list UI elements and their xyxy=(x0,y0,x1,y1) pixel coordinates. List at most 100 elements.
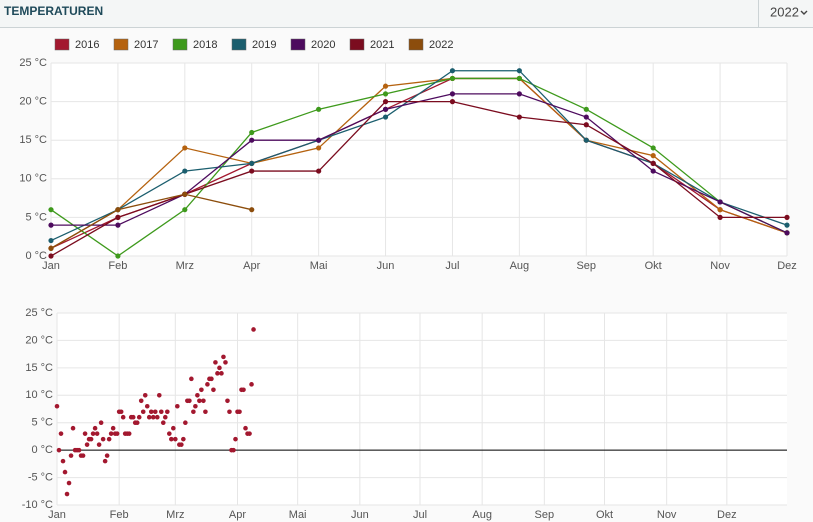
scatter-point xyxy=(60,458,66,464)
scatter-point xyxy=(114,431,120,436)
x-tick-label: Jan xyxy=(42,260,60,272)
scatter-point xyxy=(142,392,148,398)
series-point xyxy=(382,99,389,105)
scatter-point xyxy=(167,431,172,436)
scatter-point xyxy=(134,420,140,426)
scatter-point xyxy=(243,425,248,431)
x-tick-label: Mrz xyxy=(166,509,184,521)
dropdown-chevron[interactable] xyxy=(800,10,808,15)
scatter-point xyxy=(203,409,208,415)
scatter-point xyxy=(148,409,154,415)
scatter-point xyxy=(219,371,224,376)
legend-label: 2018 xyxy=(193,39,217,51)
series-point xyxy=(583,106,589,112)
year-dropdown[interactable]: 2022 xyxy=(770,4,799,19)
x-tick-label: Mai xyxy=(289,509,307,521)
scatter-point xyxy=(150,414,156,420)
series-line xyxy=(50,70,788,242)
series-point xyxy=(583,122,589,128)
series-line xyxy=(50,193,252,249)
scatter-point xyxy=(146,414,152,420)
y-tick-label: 25 °C xyxy=(19,57,47,69)
series-point xyxy=(48,245,54,251)
scatter-point xyxy=(80,453,86,458)
series-point xyxy=(650,168,656,174)
scatter-point xyxy=(199,387,204,393)
scatter-point xyxy=(187,398,192,404)
scatter-point xyxy=(233,436,238,442)
y-tick-label: 10 °C xyxy=(19,173,47,185)
x-tick-label: Dez xyxy=(777,260,797,272)
scatter-point xyxy=(76,447,82,453)
scatter-point xyxy=(110,425,116,431)
x-tick-label: Jul xyxy=(445,260,459,272)
scatter-point xyxy=(144,403,150,409)
series-point xyxy=(182,207,188,213)
scatter-point xyxy=(58,431,64,436)
x-tick-label: Jan xyxy=(48,509,66,521)
y-tick-label: 20 °C xyxy=(19,96,47,108)
y-tick-label: 0 °C xyxy=(31,444,53,456)
series-line xyxy=(50,100,787,257)
legend-swatch xyxy=(290,38,306,51)
x-tick-label: Mai xyxy=(310,260,328,272)
scatter-point xyxy=(205,382,210,387)
scatter-point xyxy=(241,387,246,393)
legend-label: 2020 xyxy=(311,39,335,51)
series-point xyxy=(115,222,121,228)
y-tick-label: 5 °C xyxy=(25,211,47,223)
scatter-point xyxy=(64,491,70,497)
legend-label: 2019 xyxy=(252,39,276,51)
scatter-point xyxy=(154,414,160,420)
series-point xyxy=(650,145,656,151)
series-point xyxy=(48,253,54,259)
scatter-point xyxy=(223,360,228,365)
scatter-point xyxy=(98,420,104,426)
series-point xyxy=(182,191,188,197)
scatter-point xyxy=(82,431,88,436)
series-point xyxy=(182,145,188,151)
scatter-point xyxy=(136,414,142,420)
series-point xyxy=(516,68,522,74)
x-tick-label: Jul xyxy=(413,509,427,521)
scatter-point xyxy=(171,425,176,431)
legend-label: 2017 xyxy=(134,39,158,51)
series-point xyxy=(717,214,723,220)
legend-swatch xyxy=(408,38,424,51)
series-line xyxy=(50,77,788,249)
scatter-point xyxy=(181,436,186,442)
scatter-point xyxy=(66,480,72,486)
series-point xyxy=(48,207,54,213)
scatter-point xyxy=(62,469,68,475)
scatter-point xyxy=(175,403,180,409)
x-tick-label: Dez xyxy=(717,509,737,521)
y-tick-label: 0 °C xyxy=(25,250,47,262)
series-point xyxy=(650,160,656,166)
series-point xyxy=(583,114,589,120)
x-tick-label: Apr xyxy=(229,509,246,521)
series-point xyxy=(650,153,656,159)
x-tick-label: Nov xyxy=(657,509,677,521)
series-point xyxy=(249,129,255,136)
scatter-point xyxy=(158,409,164,415)
scatter-point xyxy=(118,409,124,415)
scatter-point xyxy=(88,436,94,442)
scatter-point xyxy=(160,420,166,426)
scatter-point xyxy=(247,431,252,436)
legend-swatch xyxy=(113,38,129,51)
scatter-point xyxy=(221,354,226,360)
series-point xyxy=(249,168,255,174)
x-tick-label: Okt xyxy=(645,260,662,272)
scatter-point xyxy=(191,409,196,415)
plot-area xyxy=(57,313,787,505)
y-tick-label: -10 °C xyxy=(22,499,53,511)
scatter-point xyxy=(100,436,106,442)
y-tick-label: 25 °C xyxy=(25,307,53,319)
scatter-point xyxy=(173,436,178,442)
scatter-point xyxy=(193,403,198,409)
series-point xyxy=(784,230,790,236)
series-point xyxy=(784,214,790,220)
legend-label: 2022 xyxy=(429,39,453,51)
series-point xyxy=(48,222,54,228)
legend-swatch xyxy=(54,38,70,51)
